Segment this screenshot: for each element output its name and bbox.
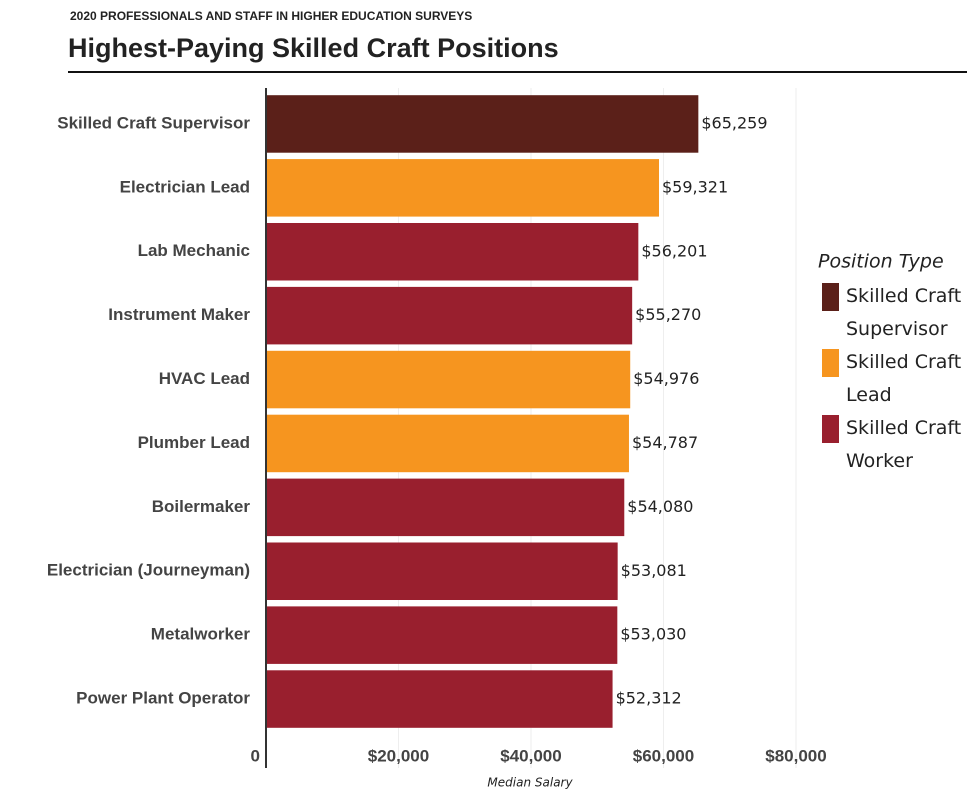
y-tick-label: Metalworker: [151, 625, 251, 644]
x-tick-label: $80,000: [765, 746, 826, 765]
legend-swatch: [822, 283, 839, 311]
y-tick-label: Electrician (Journeyman): [47, 561, 250, 580]
value-label: $53,081: [621, 561, 687, 580]
legend-swatch: [822, 349, 839, 377]
value-label: $54,787: [632, 433, 698, 452]
x-tick-label: 0: [251, 746, 260, 765]
value-label: $53,030: [620, 625, 686, 644]
legend-label-box: Skilled Craft Worker: [846, 417, 962, 472]
y-tick-label: Plumber Lead: [138, 433, 250, 452]
legend-label: Skilled Craft Supervisor: [846, 285, 962, 340]
value-label: $52,312: [616, 689, 682, 708]
y-tick-label: Electrician Lead: [120, 177, 250, 196]
x-axis-title: Median Salary: [487, 776, 573, 790]
bar: [266, 222, 639, 281]
legend-label: Skilled Craft Lead: [846, 351, 962, 406]
bar: [266, 95, 699, 153]
value-label: $59,321: [662, 177, 728, 196]
chart-supertitle: 2020 PROFESSIONALS AND STAFF IN HIGHER E…: [70, 9, 472, 23]
bar: [266, 670, 613, 728]
x-tick-label: $20,000: [368, 746, 429, 765]
bar: [266, 606, 618, 664]
value-label: $54,976: [633, 369, 699, 388]
y-tick-label: Lab Mechanic: [138, 241, 250, 260]
value-label: $55,270: [635, 305, 701, 324]
bar: [266, 478, 625, 537]
legend-label-box: Skilled Craft Supervisor: [846, 285, 962, 340]
y-tick-label: Skilled Craft Supervisor: [57, 113, 250, 132]
bar: [266, 542, 618, 601]
y-tick-label: Boilermaker: [152, 497, 251, 516]
value-label: $54,080: [627, 497, 693, 516]
value-label: $56,201: [641, 241, 707, 260]
bar: [266, 286, 633, 345]
bar: [266, 159, 660, 217]
value-label: $65,259: [701, 113, 767, 132]
y-tick-label: Power Plant Operator: [76, 689, 250, 708]
bar: [266, 414, 629, 473]
legend-label: Skilled Craft Worker: [846, 417, 962, 472]
y-tick-label: Instrument Maker: [108, 305, 250, 324]
legend-swatch: [822, 415, 839, 443]
bar: [266, 350, 631, 409]
legend-title: Position Type: [818, 251, 944, 273]
chart-title: Highest-Paying Skilled Craft Positions: [68, 33, 559, 63]
legend-label-box: Skilled Craft Lead: [846, 351, 962, 406]
x-tick-label: $40,000: [500, 746, 561, 765]
y-tick-label: HVAC Lead: [159, 369, 250, 388]
x-tick-label: $60,000: [633, 746, 694, 765]
